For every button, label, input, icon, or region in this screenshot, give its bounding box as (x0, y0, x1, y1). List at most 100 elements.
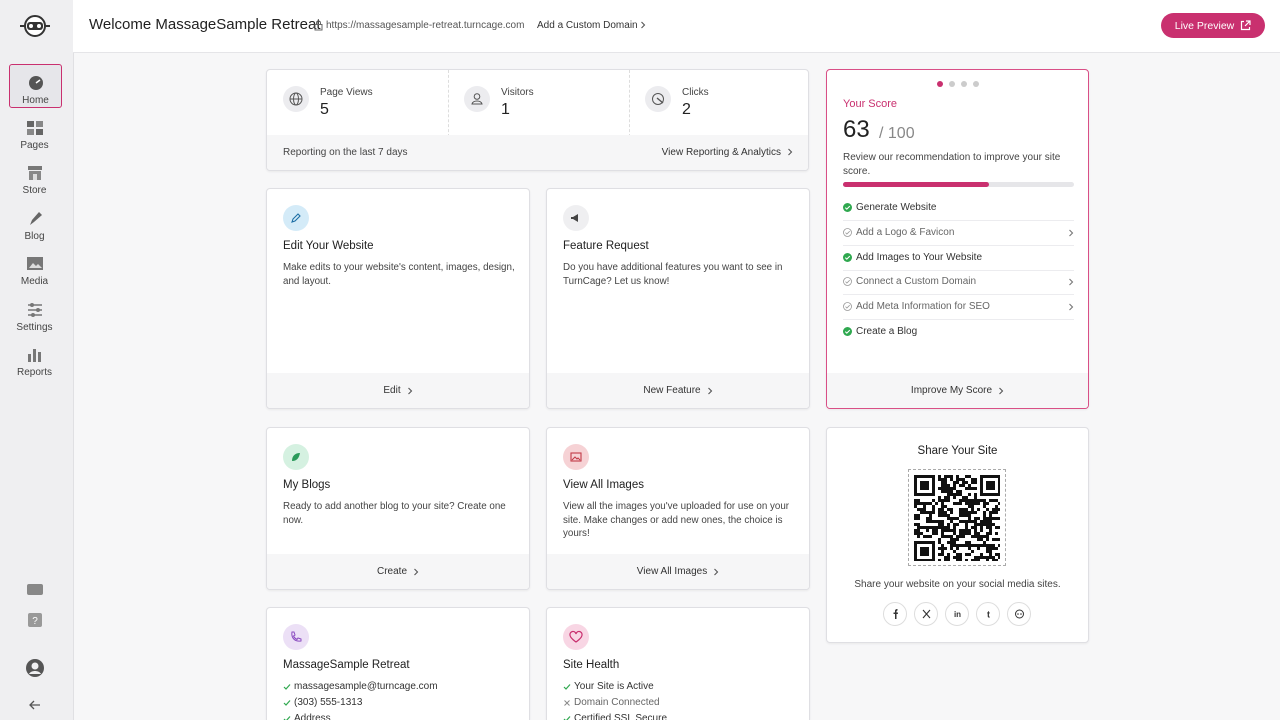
card-title: Feature Request (563, 240, 649, 252)
chevron (1069, 303, 1074, 311)
icon (571, 214, 578, 222)
todo-icon (843, 277, 852, 287)
card-footer[interactable]: Edit (267, 373, 529, 408)
list-item: Address (294, 713, 331, 720)
card-link[interactable]: Create (376, 566, 407, 577)
list-item: Your Site is Active (574, 681, 654, 692)
nav-item[interactable]: Reports (9, 337, 62, 381)
card-title: MassageSample Retreat (283, 659, 410, 671)
card-icon (283, 624, 309, 650)
social-button[interactable]: t (976, 602, 1000, 626)
social-button[interactable] (883, 602, 907, 626)
item-label: Add Images to Your Website (856, 251, 983, 263)
checklist-item[interactable]: Add a Logo & Favicon (843, 221, 1074, 246)
nav-label: Blog (24, 230, 45, 242)
nav-item[interactable]: Store (9, 155, 62, 199)
list-item: (303) 555-1313 (294, 697, 363, 708)
item-label: Create a Blog (856, 326, 918, 337)
card-footer[interactable]: View All Images (547, 554, 809, 589)
nav-label: Pages (20, 139, 49, 151)
carousel-dot[interactable] (973, 81, 979, 87)
check-icon (563, 716, 571, 720)
page-title: Welcome MassageSample Retreat (89, 16, 321, 33)
live-preview-button[interactable]: Live Preview (1161, 13, 1265, 38)
card-link[interactable]: Edit (383, 385, 401, 396)
nav-icon (28, 302, 42, 317)
item-label: Add a Logo & Favicon (856, 226, 955, 238)
checklist-item[interactable]: Add Meta Information for SEO (843, 295, 1074, 321)
contact-card: MassageSample Retreat massagesample@turnc… (266, 607, 530, 720)
stats-card: Page Views 5 Visitors 1 Clicks 2 Reporting on … (266, 69, 809, 171)
score-footer: Improve My Score (827, 373, 1088, 408)
check-icon (563, 684, 571, 690)
nav-icon (27, 120, 43, 135)
social-icon: t (987, 610, 990, 620)
checklist-item: Add Images to Your Website (843, 246, 1074, 271)
carousel-dot[interactable] (937, 81, 943, 87)
check-icon (283, 684, 291, 690)
checklist-item: Create a Blog (843, 320, 1074, 344)
svg-text:in: in (954, 610, 961, 619)
icon (569, 630, 583, 643)
health-card: Site Health Your Site is Active Domain Con… (546, 607, 810, 720)
stat-value: 5 (320, 101, 329, 118)
score-card: Your Score 63 / 100 Review our recommendati… (826, 69, 1089, 409)
support-icon[interactable]: ? (26, 612, 44, 630)
card-link[interactable]: View All Images (636, 566, 708, 577)
nav-label: Home (22, 95, 49, 106)
icon (652, 93, 664, 105)
card-footer[interactable]: New Feature (547, 373, 809, 408)
nav-icon (27, 257, 43, 270)
list-item: massagesample@turncage.com (294, 681, 438, 692)
icon (291, 631, 302, 642)
score-description: Review our recommendation to improve you… (843, 152, 1061, 177)
stat-value: 1 (501, 101, 510, 118)
check-icon (283, 700, 291, 706)
nav-item[interactable]: Media (9, 246, 62, 290)
analytics-link[interactable]: View Reporting & Analytics (661, 147, 781, 158)
progress-track (843, 182, 1074, 187)
todo-icon (843, 302, 852, 312)
svg-text:?: ? (32, 616, 38, 627)
divider (448, 70, 449, 137)
icon (292, 453, 300, 461)
chevron (407, 387, 412, 394)
account-icon[interactable] (25, 658, 45, 678)
checklist-item: Generate Website (843, 196, 1074, 221)
site-url[interactable]: https://massagesample-retreat.turncage.c… (326, 20, 525, 31)
collapse-icon[interactable] (29, 700, 41, 710)
card-title: Edit Your Website (283, 240, 374, 252)
nav-item[interactable]: Pages (9, 110, 62, 154)
chevron (414, 568, 419, 575)
custom-domain-link[interactable]: Add a Custom Domain (537, 20, 638, 31)
help-icon[interactable] (26, 580, 44, 598)
icon (289, 92, 303, 106)
icon (471, 93, 483, 105)
card-icon (283, 444, 309, 470)
chevron (1069, 229, 1074, 237)
button-label: Live Preview (1174, 19, 1235, 32)
social-button[interactable]: in (945, 602, 969, 626)
nav-item[interactable]: Settings (9, 292, 62, 336)
social-button[interactable] (1007, 602, 1031, 626)
nav-item[interactable]: Blog (9, 201, 62, 245)
nav-item[interactable]: Home (9, 64, 62, 108)
checklist-item[interactable]: Connect a Custom Domain (843, 270, 1074, 296)
logo (20, 15, 50, 37)
progress-fill (843, 182, 989, 187)
qr-pattern (914, 475, 1000, 561)
share-title: Share Your Site (917, 445, 998, 457)
social-button[interactable] (914, 602, 938, 626)
stat-label: Visitors (501, 87, 534, 98)
carousel-dot[interactable] (949, 81, 955, 87)
card-link[interactable]: New Feature (643, 385, 701, 396)
social-icon: in (954, 610, 961, 619)
share-card: Share Your Site Share your website on you… (826, 427, 1089, 643)
card-title: My Blogs (283, 479, 331, 491)
carousel-dot[interactable] (961, 81, 967, 87)
social-icon (922, 609, 931, 619)
list-item: Certified SSL Secure (574, 713, 668, 720)
feature-card: View All Images View all the images you'v… (546, 427, 810, 590)
improve-link[interactable]: Improve My Score (910, 385, 993, 396)
card-footer[interactable]: Create (267, 554, 529, 589)
